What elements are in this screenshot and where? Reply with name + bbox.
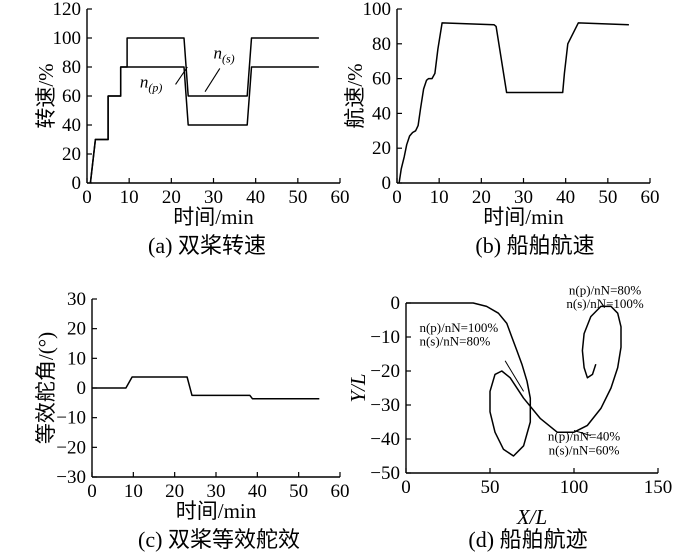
x-axis-label: 时间/min [176,499,257,523]
panel-caption: (b) 船舶航速 [475,233,594,258]
y-tick-label: 0 [382,173,392,194]
x-tick-label: 40 [556,187,575,208]
y-tick-label: −10 [56,408,86,429]
y-tick-label: −30 [56,467,86,488]
x-axis-label: X/L [516,505,547,529]
panel-caption: (a) 双桨转速 [148,233,266,258]
x-tick-label: 60 [331,187,350,208]
y-tick-label: 0 [391,293,401,314]
y-tick-label: 0 [72,173,82,194]
x-tick-label: 60 [331,481,350,502]
panel-b: 0 10 20 30 40 50 60 0 20 40 60 80 100 时间/min 航速/% (b) 船… [343,0,660,258]
x-tick-label: 20 [472,187,491,208]
x-tick-label: 30 [514,187,533,208]
x-tick-label: 50 [598,187,617,208]
series-line-1 [92,376,320,400]
y-tick-label: −20 [370,361,400,382]
y-tick-label: 60 [372,69,391,90]
y-tick-label: 30 [67,289,86,310]
x-tick-label: 30 [204,187,223,208]
y-tick-label: 20 [372,138,391,159]
y-tick-label: −30 [370,395,400,416]
y-tick-label: −50 [370,463,400,484]
x-tick-label: 50 [288,187,307,208]
x-tick-label: 60 [641,187,660,208]
x-tick-label: 100 [560,477,589,498]
annotation-leader [504,360,525,392]
x-tick-label: 0 [82,187,92,208]
x-tick-label: 20 [162,187,181,208]
y-tick-label: 100 [363,0,392,20]
series-annotation-1: n(s) [213,43,234,65]
x-tick-label: 30 [207,481,226,502]
x-tick-label: 50 [481,477,500,498]
y-axis-label: 等效舵角/(°) [34,332,58,444]
x-tick-label: 150 [644,477,673,498]
y-tick-label: 80 [62,57,81,78]
track-annotation-line2: n(s)/nN=80% [419,334,490,349]
y-axis-label: 航速/% [343,63,367,128]
y-tick-label: 120 [53,0,82,20]
y-tick-label: 60 [62,86,81,107]
series-line-1 [398,22,629,184]
x-axis-label: 时间/min [173,205,254,229]
y-axis-label: 转速/% [34,63,58,128]
y-tick-label: 20 [62,144,81,165]
y-tick-label: 10 [67,348,86,369]
track-annotation-line2: n(s)/nN=100% [566,296,644,311]
y-tick-label: 40 [372,103,391,124]
track-annotation-line1: n(p)/nN=100% [419,320,498,335]
series-line-1 [89,37,319,184]
y-axis-label: Y/L [346,373,370,402]
track-annotation-line1: n(p)/nN=40% [548,429,620,444]
y-tick-label: −20 [56,437,86,458]
x-tick-label: 40 [248,481,267,502]
panel-c: 0 10 20 30 40 50 60−30−20−100102030时间/min等效舵角/… [34,289,350,552]
panel-caption: (d) 船舶航迹 [468,527,587,552]
x-tick-label: 10 [124,481,143,502]
x-tick-label: 20 [165,481,184,502]
track-annotation-line1: n(p)/nN=80% [569,283,641,298]
series-line-2 [89,66,319,184]
y-tick-label: 20 [67,319,86,340]
panel-d: 0 50 100 150 −50 −40 −30 −20 −10 0 X/L Y/L (d) 船舶航迹 n… [346,283,672,553]
series-annotation-2: n(p) [140,72,163,94]
track-annotation-line2: n(s)/nN=60% [549,442,620,457]
series-line-1 [406,302,622,457]
x-tick-label: 0 [401,477,411,498]
y-tick-label: 100 [53,28,82,49]
x-axis-label: 时间/min [483,205,564,229]
annotation-pointer [204,68,221,92]
y-tick-label: 0 [77,378,87,399]
x-tick-label: 10 [120,187,139,208]
y-tick-label: −40 [370,429,400,450]
y-tick-label: −10 [370,327,400,348]
x-tick-label: 0 [392,187,402,208]
annotation-leader [573,430,591,437]
panel-a: 0 10 20 30 40 50 60 0 20 40 60 80 100 120 时间/min 转速/% (a… [34,0,350,258]
annotation-pointer [175,66,188,85]
x-tick-label: 0 [87,481,97,502]
y-tick-label: 80 [372,34,391,55]
x-tick-label: 40 [246,187,265,208]
panel-caption: (c) 双桨等效舵效 [138,527,300,552]
x-tick-label: 50 [289,481,308,502]
y-tick-label: 40 [62,115,81,136]
x-tick-label: 10 [430,187,449,208]
